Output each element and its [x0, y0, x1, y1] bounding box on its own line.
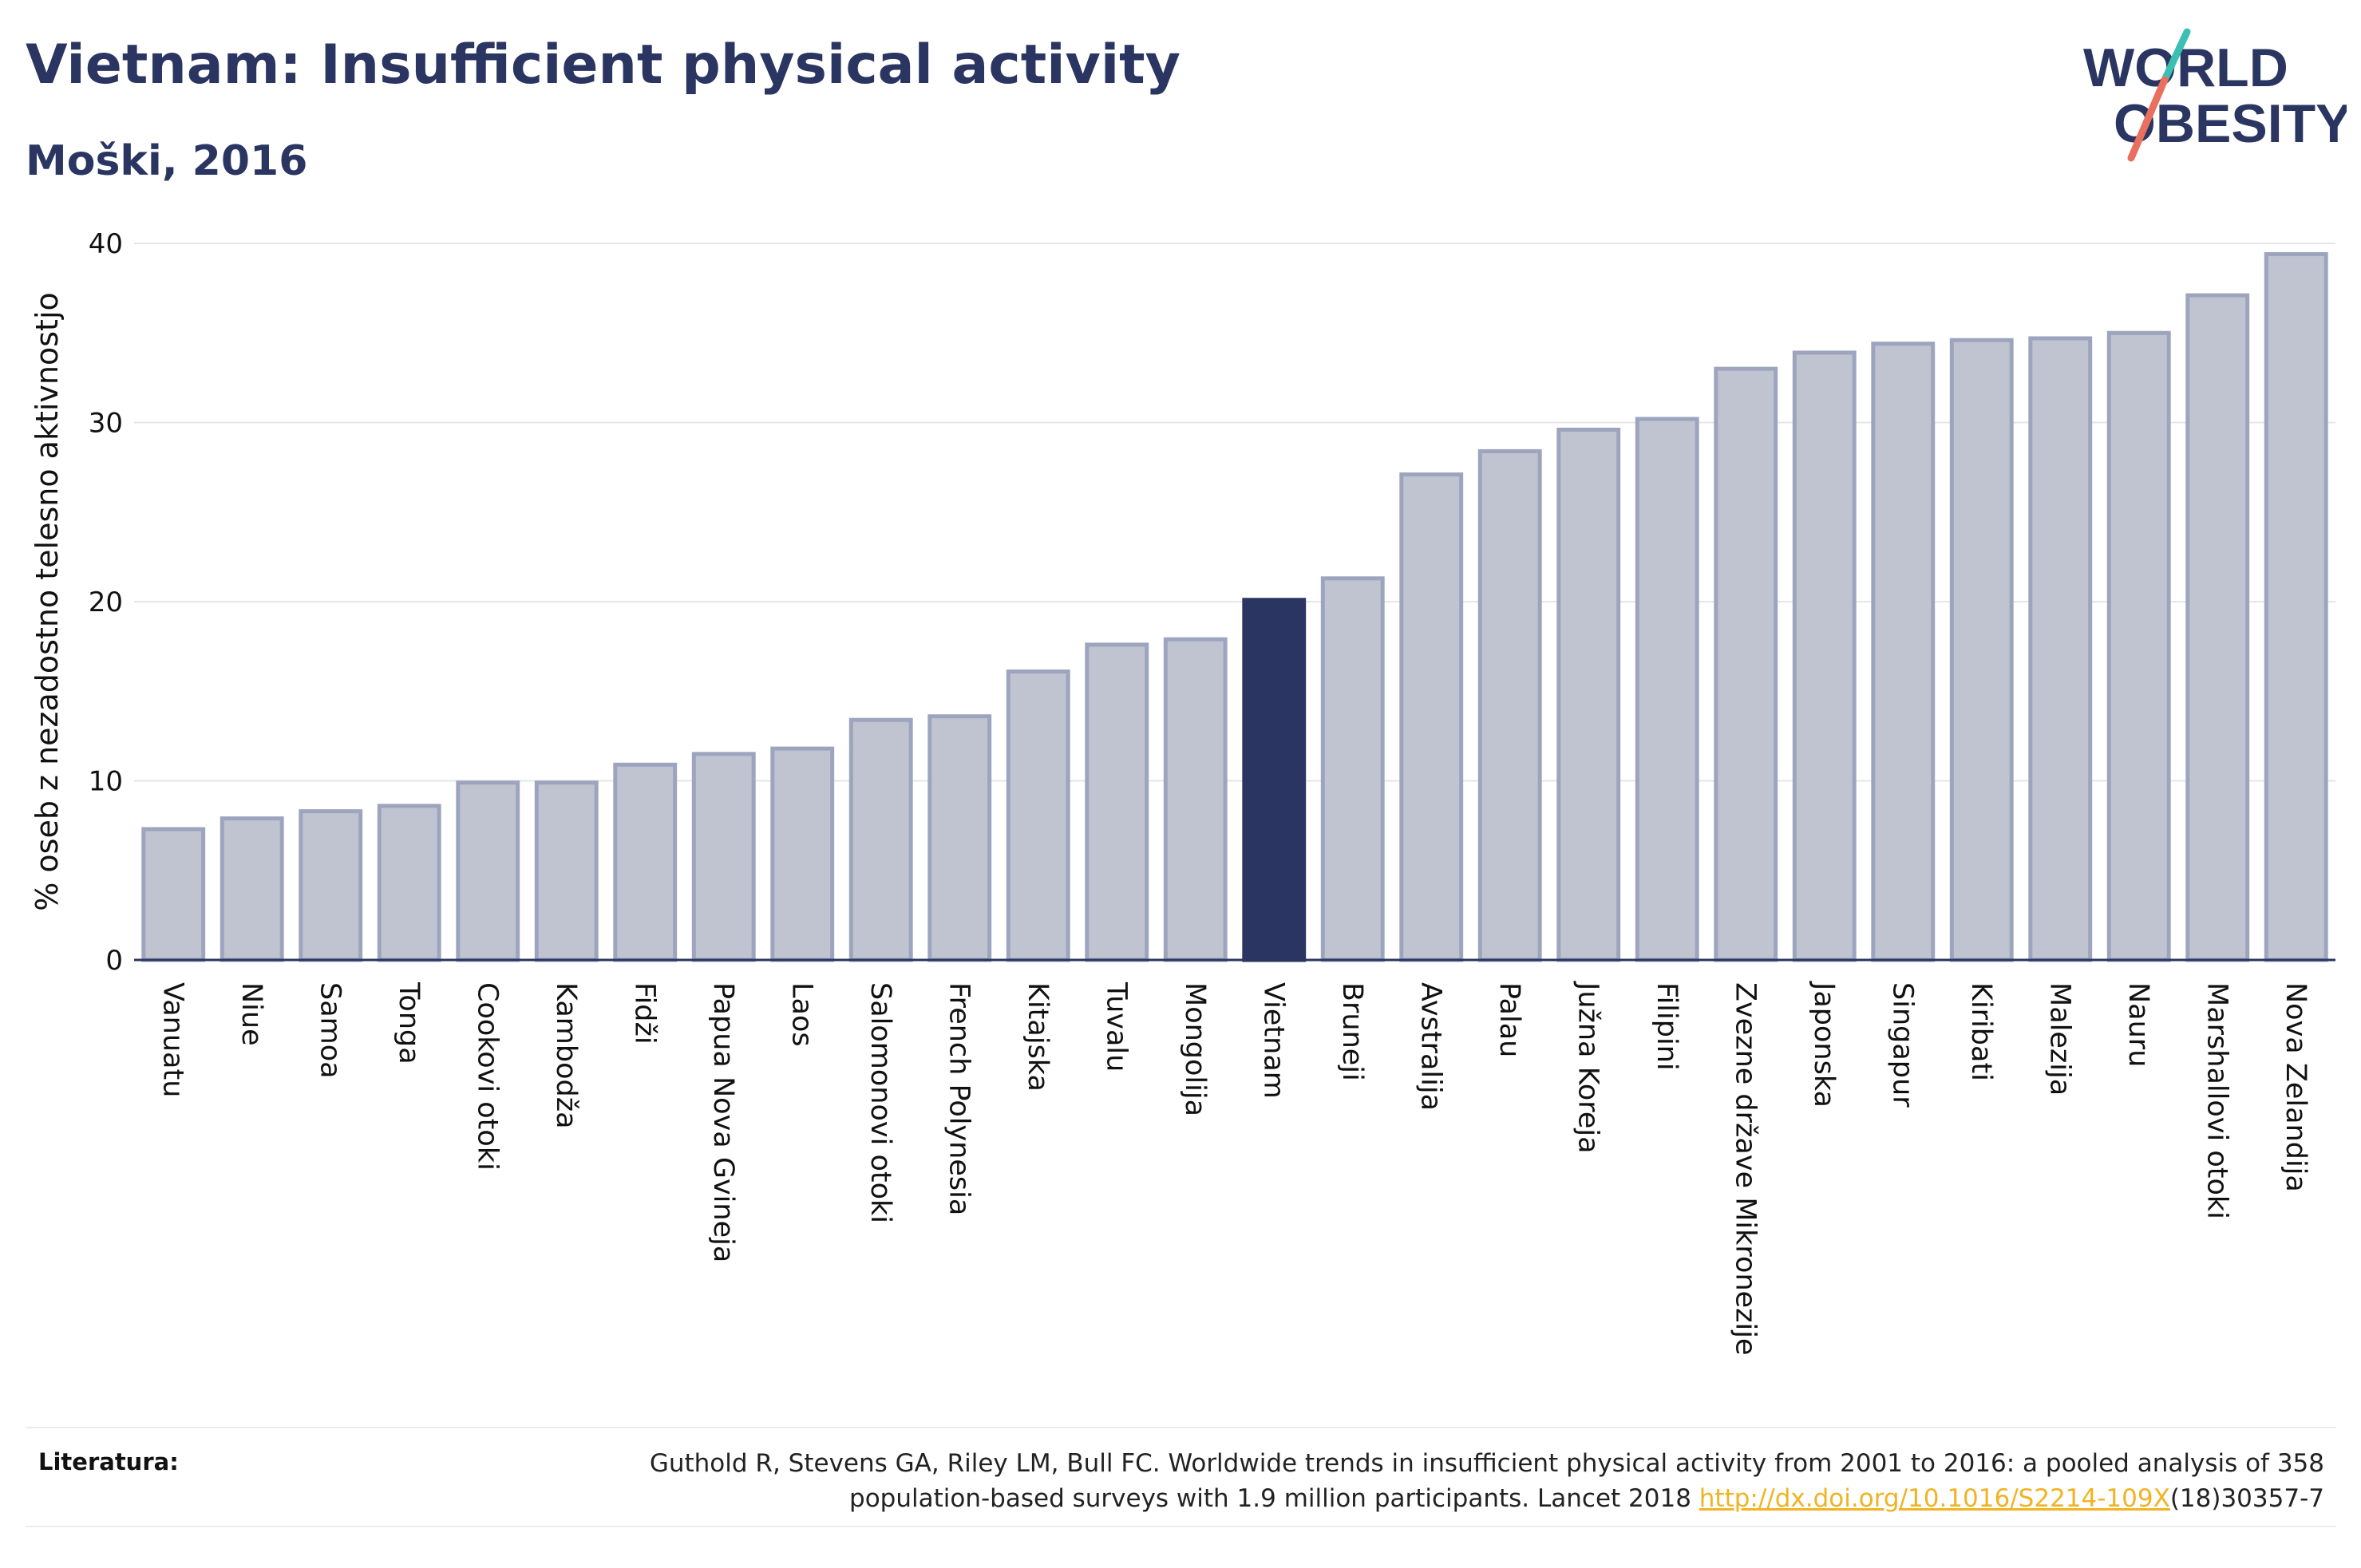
bar-kitajska — [1006, 669, 1070, 962]
x-tick-label: Filipini — [1651, 982, 1683, 1071]
bar-kiribati — [1949, 338, 2014, 962]
bar-fidži — [613, 762, 678, 962]
bar-chart: 0 10 20 30 40 Vanuatu Niue Samoa Tonga Cookovi o… — [30, 228, 2335, 1356]
bar-kambodža — [534, 780, 599, 962]
x-tick-label: Tonga — [393, 981, 425, 1064]
x-tick-label: Tuvalu — [1100, 981, 1132, 1072]
bar-laos — [770, 746, 835, 962]
x-tick-label: Cookovi otoki — [471, 982, 503, 1171]
bar-bruneji — [1320, 576, 1385, 962]
bar-marshallovi-otoki — [2185, 293, 2250, 962]
bar-palau — [1477, 448, 1542, 962]
x-tick-label: Laos — [785, 982, 817, 1047]
footer-divider-top — [26, 1427, 2336, 1428]
x-tick-label: Kiribati — [1965, 982, 1997, 1081]
logo-slash-coral — [2127, 76, 2169, 162]
y-tick-label: 0 — [105, 945, 123, 977]
bar-samoa — [299, 809, 363, 962]
bar-japonska — [1792, 350, 1857, 962]
y-tick-label: 10 — [89, 766, 123, 798]
bar-vanuatu — [141, 827, 206, 962]
bar-nauru — [2106, 330, 2171, 962]
bar-filipini — [1635, 417, 1699, 962]
bar-papua-nova-gvineja — [691, 752, 756, 962]
reference-text: Guthold R, Stevens GA, Riley LM, Bull FC… — [488, 1446, 2324, 1516]
y-axis-ticks: 0 10 20 30 40 — [89, 228, 123, 977]
logo-slash-teal — [2161, 28, 2191, 84]
world-obesity-logo: WORLD OBESITY — [2083, 28, 2347, 162]
bar-malezija — [2028, 336, 2093, 962]
bars — [141, 251, 2328, 962]
x-tick-label: Marshallovi otoki — [2201, 982, 2232, 1219]
logo-text-world: WORLD — [2083, 38, 2288, 98]
x-tick-label: Vietnam — [1257, 982, 1289, 1099]
x-tick-label: Avstralija — [1414, 982, 1446, 1111]
footer-divider-bottom — [26, 1526, 2336, 1527]
x-tick-label: Samoa — [314, 982, 346, 1079]
x-tick-label: Palau — [1493, 982, 1525, 1057]
bar-cookovi-otoki — [456, 780, 520, 962]
chart-title: Vietnam: Insufficient physical activity — [26, 34, 1180, 97]
bar-salomonovi-otoki — [848, 717, 913, 962]
x-tick-label: Papua Nova Gvineja — [707, 982, 739, 1262]
x-tick-label: Nauru — [2122, 982, 2154, 1067]
x-tick-label: French Polynesia — [943, 982, 975, 1215]
x-tick-label: Malezija — [2043, 982, 2075, 1096]
reference-doi-link[interactable]: http://dx.doi.org/10.1016/S2214-109X — [1699, 1484, 2170, 1513]
x-tick-label: Fidži — [628, 982, 660, 1045]
x-tick-label: Južna Koreja — [1572, 981, 1604, 1154]
reference-label: Literatura: — [38, 1448, 179, 1475]
bar-tonga — [377, 804, 441, 962]
bar-french-polynesia — [927, 714, 992, 962]
bar-južna-koreja — [1556, 427, 1621, 962]
x-tick-label: Salomonovi otoki — [864, 982, 896, 1223]
x-tick-label: Japonska — [1808, 981, 1840, 1108]
x-tick-label: Vanuatu — [156, 982, 188, 1097]
reference-line-2: population-based surveys with 1.9 millio… — [488, 1481, 2324, 1516]
y-axis-title: % oseb z nezadostno telesno aktivnostjo — [30, 292, 65, 911]
x-tick-label: Nova Zelandija — [2280, 982, 2312, 1192]
x-tick-label: Kambodža — [550, 982, 582, 1129]
bar-vietnam — [1242, 598, 1307, 962]
y-tick-label: 30 — [89, 408, 123, 440]
y-tick-label: 20 — [89, 587, 123, 618]
x-tick-label: Zvezne države Mikronezije — [1729, 982, 1761, 1356]
x-tick-label: Kitajska — [1022, 982, 1054, 1092]
x-tick-label: Mongolija — [1179, 982, 1211, 1116]
bar-nova-zelandija — [2264, 251, 2328, 962]
bar-tuvalu — [1085, 642, 1149, 962]
x-axis-labels: Vanuatu Niue Samoa Tonga Cookovi otoki Kambod… — [156, 981, 2312, 1356]
bar-zvezne-države-mikronezije — [1714, 366, 1778, 962]
reference-line-2-end: (18)30357-7 — [2169, 1484, 2324, 1513]
chart-subtitle: Moški, 2016 — [26, 137, 308, 185]
x-tick-label: Bruneji — [1336, 982, 1368, 1081]
reference-line-2-start: population-based surveys with 1.9 millio… — [849, 1484, 1699, 1513]
bar-niue — [219, 816, 284, 962]
bar-mongolija — [1163, 637, 1228, 962]
bar-avstralija — [1399, 472, 1464, 962]
x-tick-label: Niue — [235, 982, 267, 1046]
bar-singapur — [1871, 342, 1936, 962]
y-tick-label: 40 — [89, 228, 123, 260]
reference-line-1: Guthold R, Stevens GA, Riley LM, Bull FC… — [649, 1449, 2324, 1478]
x-tick-label: Singapur — [1886, 982, 1918, 1108]
